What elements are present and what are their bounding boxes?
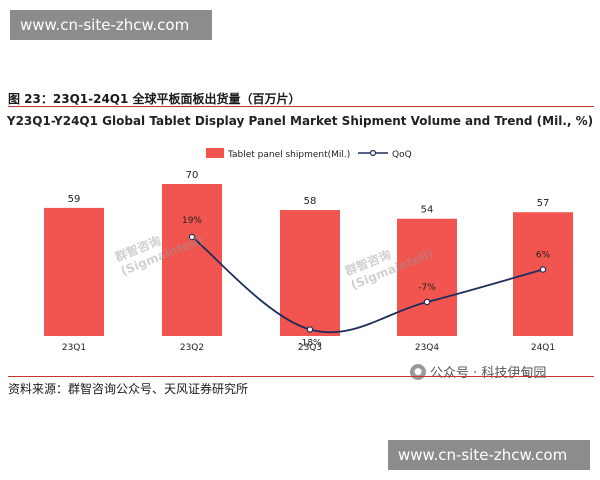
qoq-value-label: -18% [298, 339, 322, 349]
qoq-value-label: -7% [418, 283, 436, 293]
qoq-point-23Q2 [188, 233, 196, 241]
bar-value-label: 57 [537, 198, 550, 209]
x-tick-label: 23Q4 [415, 343, 440, 353]
legend-bar-label: Tablet panel shipment(Mil.) [227, 150, 350, 160]
bar-23Q1 [44, 207, 104, 336]
qoq-value-label: 6% [536, 251, 551, 261]
title-rule-bottom [8, 376, 594, 377]
site-banner-top: www.cn-site-zhcw.com [10, 10, 212, 40]
bar-23Q2 [162, 184, 222, 336]
qoq-value-label: 19% [182, 216, 202, 226]
bar-value-label: 58 [304, 196, 317, 207]
bar-23Q4 [397, 218, 457, 336]
site-banner-bottom: www.cn-site-zhcw.com [388, 440, 590, 470]
title-rule-top [8, 106, 594, 107]
qoq-line [191, 236, 544, 334]
chart-title: Y23Q1-Y24Q1 Global Tablet Display Panel … [6, 114, 594, 128]
x-tick-label: 23Q3 [298, 343, 322, 353]
wechat-icon: ● [410, 363, 426, 380]
bar-value-label: 59 [68, 194, 81, 205]
qoq-point-23Q3 [306, 326, 314, 333]
wechat-label: 公众号 · 科技伊甸园 [430, 366, 547, 381]
bar-24Q1 [513, 212, 573, 336]
legend-line-marker [369, 149, 377, 157]
bar-23Q3 [280, 210, 340, 336]
bar-value-label: 70 [186, 170, 199, 181]
x-tick-label: 23Q1 [62, 343, 86, 353]
legend-bar-swatch [206, 148, 224, 158]
legend-line-label: QoQ [392, 150, 412, 160]
qoq-point-24Q1 [539, 266, 547, 273]
bar-value-label: 54 [421, 205, 434, 216]
wechat-tag: ● 公众号 · 科技伊甸园 [410, 362, 546, 381]
figure-title: 图 23：23Q1-24Q1 全球平板面板出货量（百万片） [8, 92, 301, 106]
source-note: 资料来源：群智咨询公众号、天风证券研究所 [8, 382, 249, 396]
x-tick-label: 23Q2 [180, 343, 204, 353]
x-tick-label: 24Q1 [531, 343, 555, 353]
qoq-point-23Q4 [423, 298, 431, 306]
